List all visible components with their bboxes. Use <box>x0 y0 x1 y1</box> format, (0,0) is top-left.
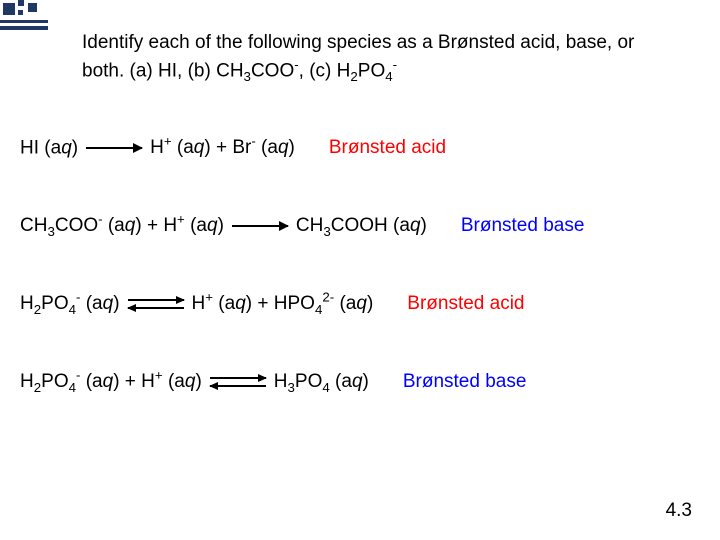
corner-decoration <box>0 0 48 32</box>
rhs: H+ (aq) + HPO42- (aq) <box>192 293 374 314</box>
question-text: Identify each of the following species a… <box>82 30 662 86</box>
page-number: 4.3 <box>666 500 692 522</box>
reaction-1: HI (aq) H+ (aq) + Br- (aq) Brønsted acid <box>20 134 446 159</box>
rhs: CH3COOH (aq) <box>296 215 427 236</box>
reaction-3: H2PO4- (aq) H+ (aq) + HPO42- (aq) Brønsted… <box>20 290 525 317</box>
lhs: CH3COO- (aq) + H+ (aq) <box>20 215 224 236</box>
reaction-2: CH3COO- (aq) + H+ (aq) CH3COOH (aq) Brønst… <box>20 212 584 239</box>
classification-label: Brønsted base <box>403 371 527 393</box>
rhs: H3PO4 (aq) <box>274 371 369 392</box>
lhs: H2PO4- (aq) <box>20 293 120 314</box>
classification-label: Brønsted base <box>461 215 585 237</box>
lhs: HI (aq) <box>20 137 78 158</box>
rhs: H+ (aq) + Br- (aq) <box>150 137 295 158</box>
classification-label: Brønsted acid <box>329 137 446 159</box>
classification-label: Brønsted acid <box>407 293 524 315</box>
reaction-4: H2PO4- (aq) + H+ (aq) H3PO4 (aq) Brønsted … <box>20 368 526 395</box>
lhs: H2PO4- (aq) + H+ (aq) <box>20 371 202 392</box>
